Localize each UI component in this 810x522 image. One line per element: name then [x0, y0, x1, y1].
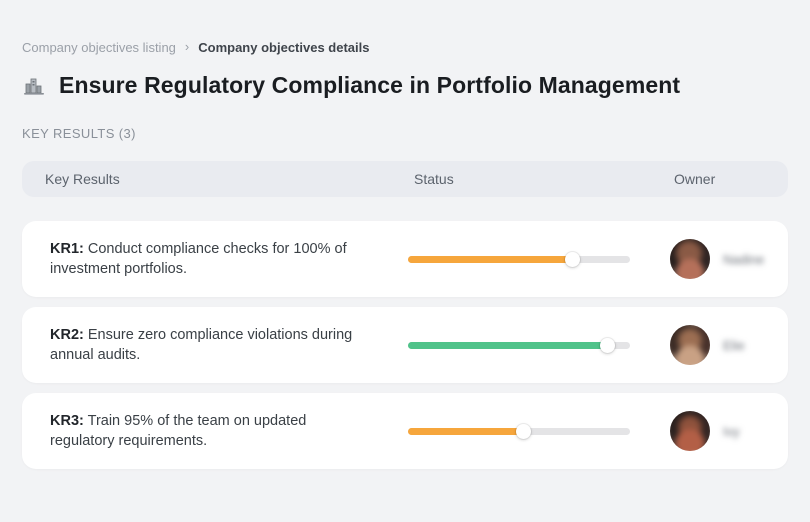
table-header: Key Results Status Owner: [22, 161, 788, 197]
buildings-icon: [22, 74, 46, 98]
progress-fill: [408, 341, 608, 349]
progress-thumb[interactable]: [515, 423, 531, 439]
progress-fill: [408, 427, 524, 435]
owner-name: Elie: [723, 337, 745, 353]
key-result-text: KR1: Conduct compliance checks for 100% …: [22, 239, 408, 279]
breadcrumb-item-listing[interactable]: Company objectives listing: [22, 40, 176, 55]
key-result-row[interactable]: KR1: Conduct compliance checks for 100% …: [22, 221, 788, 297]
column-header-status: Status: [414, 171, 454, 187]
key-result-description: Train 95% of the team on updated regulat…: [50, 413, 307, 449]
column-header-key-results: Key Results: [45, 171, 120, 187]
breadcrumb: Company objectives listing › Company obj…: [22, 40, 788, 55]
key-result-description: Ensure zero compliance violations during…: [50, 327, 353, 363]
avatar[interactable]: [670, 239, 710, 279]
owner-name: Nadine: [723, 251, 765, 267]
progress-slider[interactable]: [408, 251, 630, 267]
key-result-row[interactable]: KR2: Ensure zero compliance violations d…: [22, 307, 788, 383]
progress-thumb[interactable]: [600, 337, 616, 353]
key-result-description: Conduct compliance checks for 100% of in…: [50, 241, 347, 277]
key-result-id-label: KR1:: [50, 241, 84, 257]
key-result-row[interactable]: KR3: Train 95% of the team on updated re…: [22, 393, 788, 469]
chevron-right-icon: ›: [184, 39, 190, 54]
title-row: Ensure Regulatory Compliance in Portfoli…: [22, 72, 788, 99]
page-title: Ensure Regulatory Compliance in Portfoli…: [59, 72, 681, 98]
column-header-owner: Owner: [674, 171, 716, 187]
avatar[interactable]: [670, 325, 710, 365]
owner-name: Ivy: [723, 423, 740, 439]
owner-cell: Nadine: [648, 239, 788, 279]
page: Company objectives listing › Company obj…: [0, 0, 810, 469]
owner-cell: Ivy: [648, 411, 788, 451]
progress-slider[interactable]: [408, 337, 630, 353]
key-result-id-label: KR3:: [50, 413, 84, 429]
breadcrumb-item-details[interactable]: Company objectives details: [198, 40, 370, 55]
progress-slider[interactable]: [408, 423, 630, 439]
key-result-id-label: KR2:: [50, 327, 84, 343]
key-result-text: KR3: Train 95% of the team on updated re…: [22, 411, 408, 451]
key-results-list: KR1: Conduct compliance checks for 100% …: [22, 221, 788, 469]
key-result-text: KR2: Ensure zero compliance violations d…: [22, 325, 408, 365]
owner-cell: Elie: [648, 325, 788, 365]
avatar[interactable]: [670, 411, 710, 451]
key-results-count-label: KEY RESULTS (3): [22, 126, 136, 141]
progress-thumb[interactable]: [564, 251, 580, 267]
progress-fill: [408, 255, 573, 263]
